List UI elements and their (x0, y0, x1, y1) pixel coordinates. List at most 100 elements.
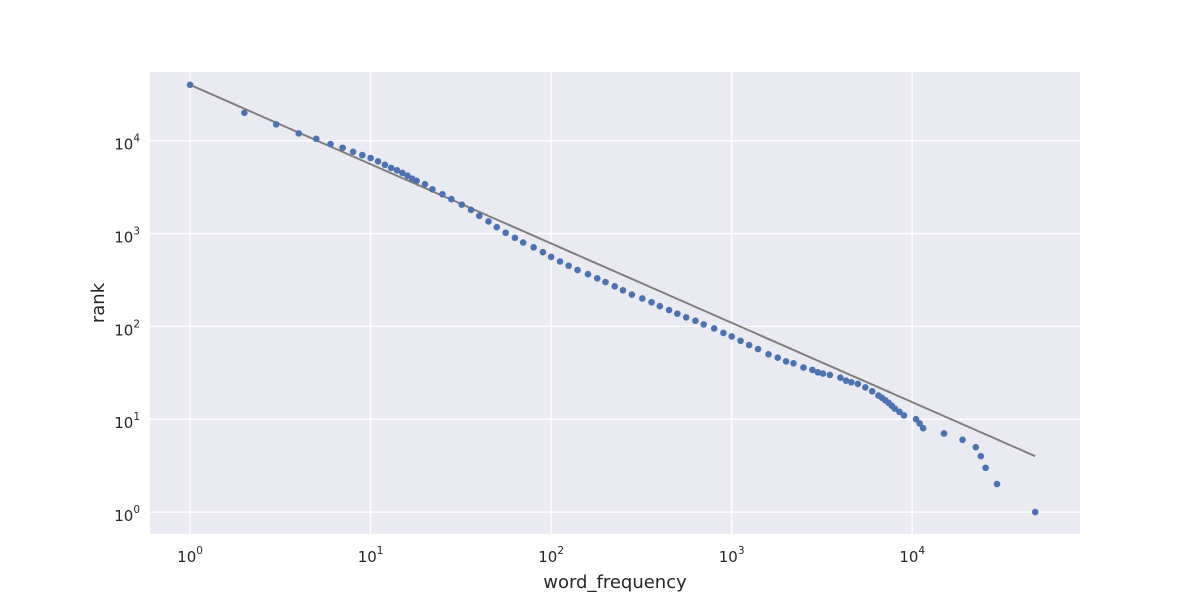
x-tick-label-4: 104 (899, 545, 925, 566)
data-point (916, 420, 923, 427)
data-point (574, 266, 581, 274)
data-point (381, 161, 389, 169)
data-point (556, 258, 564, 265)
grid-lines (150, 72, 1080, 534)
data-point (900, 412, 908, 419)
data-point (848, 378, 855, 386)
data-point (826, 371, 834, 379)
x-tick-label-1: 101 (358, 545, 384, 566)
data-point (639, 295, 646, 302)
x-tick-label-3-base: 10 (719, 548, 738, 566)
data-point (619, 286, 627, 294)
x-axis-title: word_frequency (543, 572, 687, 593)
data-point (349, 148, 357, 156)
x-tick-label-0: 100 (177, 545, 203, 566)
data-point (539, 248, 547, 256)
data-point (648, 298, 655, 306)
y-tick-label-1-exp: 1 (133, 411, 140, 423)
data-point (367, 154, 374, 162)
plot-area (150, 72, 1080, 534)
data-point (399, 169, 406, 177)
x-tick-label-1-base: 10 (358, 548, 377, 566)
data-point (493, 223, 501, 231)
data-point (475, 212, 483, 220)
y-tick-label-0-exp: 0 (133, 504, 140, 516)
y-tick-label-4: 104 (114, 133, 140, 154)
data-point (710, 325, 718, 332)
data-point (959, 436, 966, 444)
data-point (547, 253, 555, 261)
data-point (485, 218, 492, 225)
data-point (842, 377, 850, 384)
data-point (862, 384, 869, 391)
y-tick-label-1-base: 10 (114, 414, 133, 432)
y-tick-label-2-base: 10 (114, 321, 133, 339)
data-point (611, 283, 619, 290)
data-point (814, 369, 822, 376)
x-tick-label-2-exp: 2 (557, 545, 564, 557)
data-point (565, 262, 572, 270)
data-point (387, 164, 395, 172)
y-tick-label-3: 103 (114, 226, 140, 247)
data-point (728, 333, 735, 340)
data-point (628, 291, 636, 298)
y-tick-label-2-exp: 2 (133, 318, 140, 330)
y-tick-label-2: 102 (114, 318, 140, 339)
data-point (819, 370, 827, 377)
data-point (429, 185, 436, 193)
data-point (665, 306, 673, 314)
data-point (393, 167, 401, 174)
data-point (530, 244, 537, 251)
y-tick-label-4-exp: 4 (133, 133, 140, 145)
x-tick-label-3-exp: 3 (738, 545, 745, 557)
data-point (972, 443, 980, 451)
data-point (295, 130, 303, 137)
data-point (919, 424, 927, 432)
data-point (737, 337, 744, 345)
data-point (511, 234, 519, 242)
data-point (891, 405, 899, 412)
data-point (982, 464, 989, 472)
data-point (993, 480, 1001, 488)
x-tick-label-0-base: 10 (177, 548, 196, 566)
data-point (674, 310, 681, 317)
data-point (374, 158, 382, 165)
data-point (519, 239, 527, 246)
data-point (977, 452, 985, 460)
y-tick-label-3-base: 10 (114, 229, 133, 247)
y-tick-label-0: 100 (114, 504, 140, 525)
scatter-points (186, 81, 1039, 516)
data-point (837, 374, 844, 382)
y-axis-title: rank (88, 282, 109, 323)
data-point (593, 274, 601, 282)
data-point (656, 302, 664, 310)
data-point (782, 358, 790, 365)
data-point (868, 387, 876, 395)
data-point (272, 121, 280, 128)
data-point (692, 317, 699, 325)
data-point (421, 180, 429, 188)
data-point (467, 206, 475, 214)
data-point (339, 144, 346, 152)
data-point (602, 278, 609, 286)
x-tick-label-2: 102 (538, 545, 564, 566)
data-point (327, 140, 334, 148)
y-tick-label-3-exp: 3 (133, 226, 140, 238)
data-point (896, 408, 903, 416)
x-tick-label-3: 103 (719, 545, 745, 566)
data-point (682, 314, 690, 321)
data-point (458, 201, 466, 208)
data-point (700, 321, 708, 328)
data-point (584, 270, 592, 278)
data-point (800, 364, 807, 371)
x-tick-label-4-exp: 4 (918, 545, 925, 557)
data-point (790, 360, 797, 367)
data-point (241, 109, 248, 117)
data-point (754, 345, 762, 353)
x-tick-labels: 100 101 102 103 104 (177, 545, 925, 566)
data-point (745, 341, 753, 349)
data-point (774, 354, 782, 361)
